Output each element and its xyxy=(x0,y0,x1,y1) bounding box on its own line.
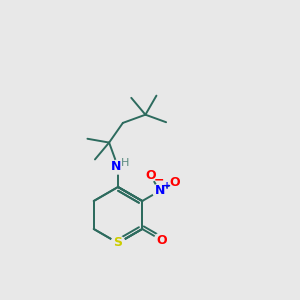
Text: H: H xyxy=(121,158,129,168)
Text: N: N xyxy=(111,160,121,173)
Circle shape xyxy=(111,236,125,250)
Text: O: O xyxy=(156,233,166,247)
Circle shape xyxy=(169,176,181,188)
Text: O: O xyxy=(145,169,156,182)
Text: S: S xyxy=(113,236,122,250)
Circle shape xyxy=(145,169,157,181)
Circle shape xyxy=(111,160,125,174)
Text: O: O xyxy=(170,176,181,188)
Circle shape xyxy=(154,233,168,247)
Text: +: + xyxy=(163,181,171,191)
Circle shape xyxy=(153,184,166,198)
Text: N: N xyxy=(154,184,165,197)
Text: −: − xyxy=(153,174,164,187)
